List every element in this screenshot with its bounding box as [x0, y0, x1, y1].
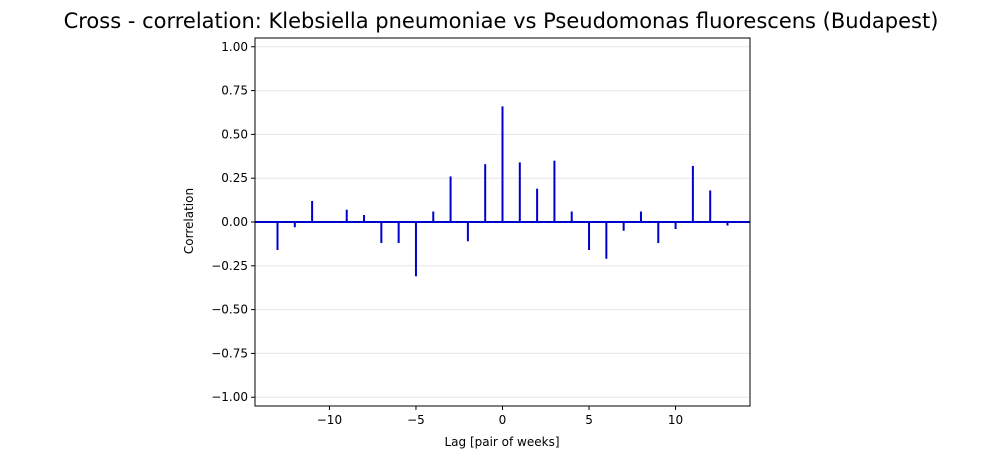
x-tick-label: 0 [499, 413, 507, 427]
y-tick-label: −1.00 [211, 390, 248, 404]
x-axis-ticks: −10 −5 0 5 10 [317, 406, 683, 427]
y-tick-label: 0.00 [221, 215, 248, 229]
y-tick-label: 0.50 [221, 127, 248, 141]
y-tick-label: 1.00 [221, 40, 248, 54]
x-tick-label: 5 [585, 413, 593, 427]
y-tick-label: −0.50 [211, 303, 248, 317]
x-tick-label: 10 [668, 413, 683, 427]
y-tick-label: 0.75 [221, 84, 248, 98]
chart-title: Cross - correlation: Klebsiella pneumoni… [64, 9, 939, 33]
x-tick-label: −5 [407, 413, 425, 427]
x-axis-label: Lag [pair of weeks] [444, 435, 559, 449]
y-axis-label: Correlation [182, 188, 196, 254]
x-tick-label: −10 [317, 413, 342, 427]
y-tick-label: 0.25 [221, 171, 248, 185]
y-tick-label: −0.25 [211, 259, 248, 273]
y-axis-ticks: −1.00 −0.75 −0.50 −0.25 0.00 0.25 0.50 0.75 1.00 [211, 40, 255, 404]
correlation-bars [276, 106, 729, 277]
y-tick-label: −0.75 [211, 346, 248, 360]
